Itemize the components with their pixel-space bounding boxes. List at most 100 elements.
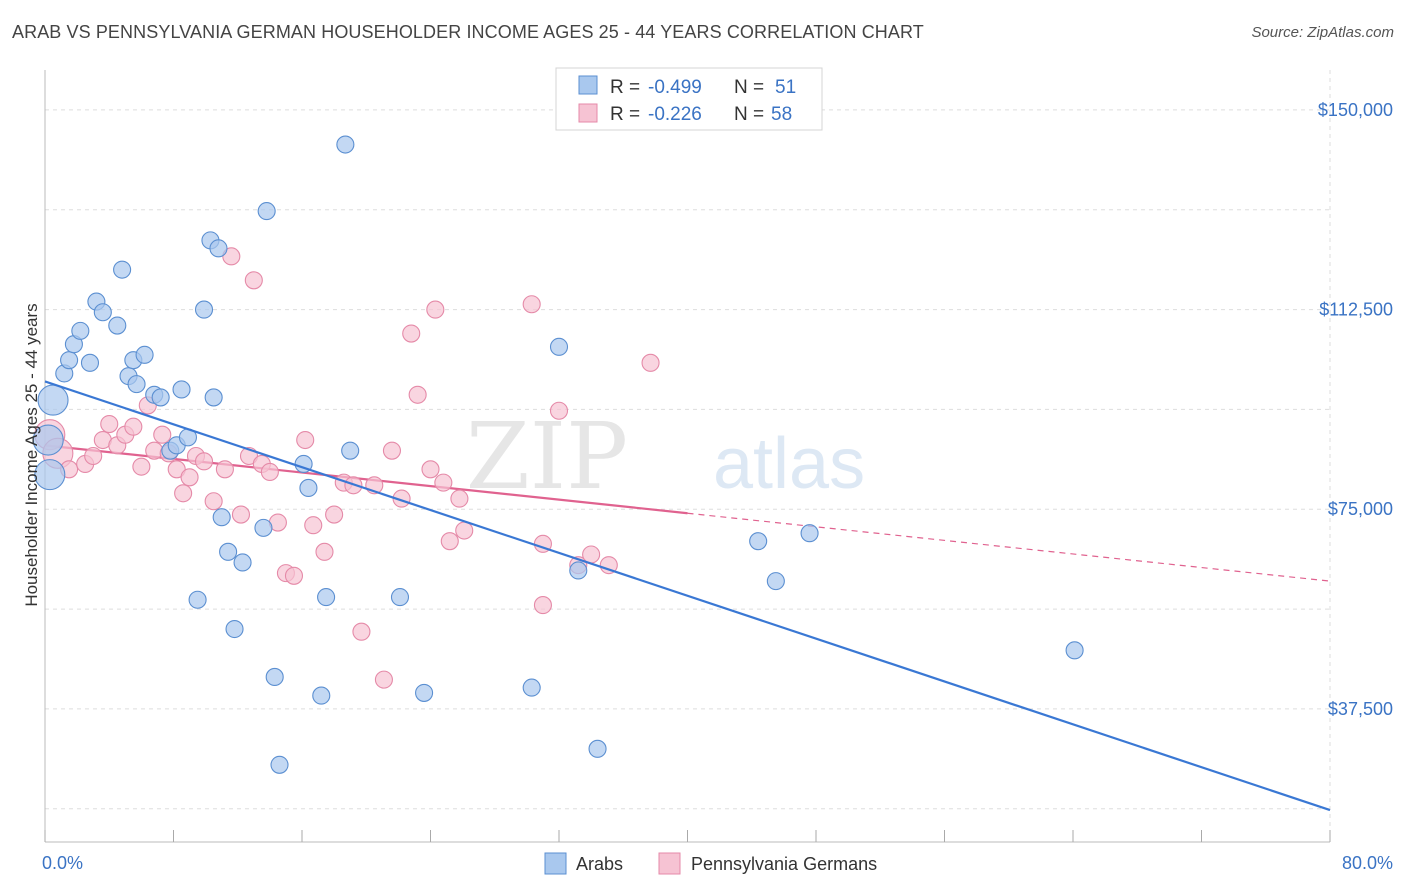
legend-swatch-arabs bbox=[578, 75, 598, 95]
pennsylvania-germans-point-17 bbox=[180, 468, 199, 487]
arabs-point-43 bbox=[549, 337, 569, 356]
pennsylvania-germans-point-20 bbox=[204, 492, 223, 511]
pennsylvania-germans-point-57 bbox=[641, 353, 660, 372]
pennsylvania-germans-point-16 bbox=[174, 484, 193, 503]
arabs-point-46 bbox=[749, 532, 768, 551]
bottom-legend-swatch-pennsylvania-germans bbox=[658, 852, 681, 875]
pennsylvania-germans-point-21 bbox=[215, 460, 234, 479]
legend-n-value-arabs: 51 bbox=[775, 77, 796, 98]
y-tick-label-1: $75,000 bbox=[1328, 499, 1393, 519]
pennsylvania-germans-point-22 bbox=[222, 247, 241, 266]
chart-title: ARAB VS PENNSYLVANIA GERMAN HOUSEHOLDER … bbox=[12, 22, 924, 42]
arabs-point-48 bbox=[800, 524, 819, 543]
x-tick-label-0: 0.0% bbox=[42, 853, 83, 873]
y-tick-label-0: $37,500 bbox=[1328, 699, 1393, 719]
bottom-legend: Arabs Pennsylvania Germans bbox=[544, 852, 877, 875]
arabs-point-32 bbox=[265, 667, 284, 687]
arabs-point-30 bbox=[254, 518, 273, 537]
legend-r-value-arabs: -0.499 bbox=[648, 77, 702, 98]
x-tick-labels: 0.0% 80.0% bbox=[42, 853, 1393, 873]
arabs-point-41 bbox=[415, 683, 434, 702]
arabs-point-3 bbox=[60, 351, 79, 370]
pennsylvania-germans-point-15 bbox=[167, 460, 186, 479]
axes bbox=[44, 70, 1331, 843]
pennsylvania-germans-point-45 bbox=[426, 300, 445, 319]
arabs-point-49 bbox=[1065, 641, 1084, 660]
legend-n-label-pg: N = bbox=[734, 104, 764, 125]
arabs-point-37 bbox=[317, 588, 336, 607]
bottom-legend-label-arabs: Arabs bbox=[576, 854, 623, 874]
pennsylvania-germans-point-46 bbox=[434, 473, 453, 492]
arabs-point-47 bbox=[766, 572, 785, 591]
arabs-point-28 bbox=[225, 619, 244, 639]
arabs-point-1 bbox=[37, 384, 69, 416]
arabs-point-16 bbox=[151, 388, 170, 407]
arabs-point-10 bbox=[113, 260, 132, 279]
arabs-point-29 bbox=[233, 553, 252, 572]
pennsylvania-germans-point-37 bbox=[352, 622, 371, 641]
arabs-point-25 bbox=[209, 239, 228, 258]
pennsylvania-germans-point-49 bbox=[455, 521, 474, 540]
pennsylvania-germans-point-44 bbox=[421, 460, 440, 479]
pennsylvania-germans-point-48 bbox=[450, 489, 469, 508]
bottom-legend-swatch-arabs bbox=[544, 852, 567, 875]
pennsylvania-germans-point-53 bbox=[549, 401, 569, 420]
arabs-point-24 bbox=[204, 388, 223, 407]
legend-r-value-pg: -0.226 bbox=[648, 104, 702, 125]
arabs-point-5 bbox=[71, 321, 90, 340]
bottom-legend-label-pennsylvania-germans: Pennsylvania Germans bbox=[691, 854, 877, 874]
arabs-point-33 bbox=[270, 755, 289, 774]
pennsylvania-germans-point-32 bbox=[304, 516, 323, 535]
legend-r-label-arabs: R = bbox=[610, 77, 640, 98]
pennsylvania-germans-trend-dashed bbox=[687, 512, 1331, 582]
arabs-point-9 bbox=[108, 316, 127, 335]
watermark: ZIP atlas bbox=[466, 403, 865, 510]
legend-r-label-pg: R = bbox=[610, 104, 640, 125]
pennsylvania-germans-point-23 bbox=[231, 505, 251, 524]
pennsylvania-germans-point-39 bbox=[374, 670, 393, 689]
pennsylvania-germans-point-30 bbox=[284, 566, 304, 585]
arabs-point-40 bbox=[390, 588, 410, 607]
arabs-point-36 bbox=[312, 686, 331, 705]
watermark-zip: ZIP bbox=[466, 403, 628, 510]
trend-arabs bbox=[44, 380, 1331, 812]
arabs-point-39 bbox=[341, 441, 360, 460]
arabs-point-6 bbox=[80, 353, 100, 372]
arabs-point-8 bbox=[93, 303, 112, 322]
pennsylvania-germans-point-27 bbox=[260, 462, 279, 482]
pennsylvania-germans-point-55 bbox=[582, 545, 601, 564]
pennsylvania-germans-point-19 bbox=[194, 452, 214, 471]
pennsylvania-germans-point-10 bbox=[132, 457, 151, 476]
pennsylvania-germans-point-31 bbox=[296, 430, 315, 450]
arabs-point-14 bbox=[135, 345, 154, 364]
pennsylvania-germans-point-33 bbox=[315, 542, 334, 561]
arabs-point-45 bbox=[588, 739, 607, 758]
pennsylvania-germans-point-4 bbox=[84, 446, 103, 466]
arabs-point-21 bbox=[188, 590, 207, 609]
arabs-point-19 bbox=[172, 380, 191, 399]
legend-box bbox=[555, 67, 823, 131]
arabs-point-38 bbox=[336, 135, 355, 154]
pennsylvania-germans-point-42 bbox=[402, 324, 421, 343]
pennsylvania-germans-point-51 bbox=[533, 596, 552, 615]
pennsylvania-germans-point-47 bbox=[440, 532, 459, 551]
pennsylvania-germans-point-56 bbox=[599, 556, 618, 575]
arabs-point-42 bbox=[522, 678, 541, 697]
pennsylvania-germans-point-50 bbox=[522, 295, 541, 314]
source-label: Source: ZipAtlas.com bbox=[1251, 24, 1394, 41]
arabs-point-27 bbox=[219, 542, 238, 561]
arabs-point-31 bbox=[257, 202, 276, 221]
y-tick-label-2: $112,500 bbox=[1319, 300, 1393, 320]
arabs-point-50 bbox=[32, 424, 64, 456]
y-tick-labels: $37,500 $75,000 $112,500 $150,000 bbox=[1318, 100, 1393, 719]
arabs-trend-solid bbox=[44, 380, 1331, 812]
pennsylvania-germans-point-6 bbox=[100, 415, 119, 434]
pennsylvania-germans-point-9 bbox=[124, 417, 143, 436]
points-arabs bbox=[32, 135, 1084, 774]
pennsylvania-germans-point-40 bbox=[382, 441, 402, 460]
grid-lines bbox=[45, 70, 1331, 842]
legend-n-label-arabs: N = bbox=[734, 77, 764, 98]
arabs-point-44 bbox=[569, 561, 588, 580]
pennsylvania-germans-point-43 bbox=[408, 385, 427, 404]
